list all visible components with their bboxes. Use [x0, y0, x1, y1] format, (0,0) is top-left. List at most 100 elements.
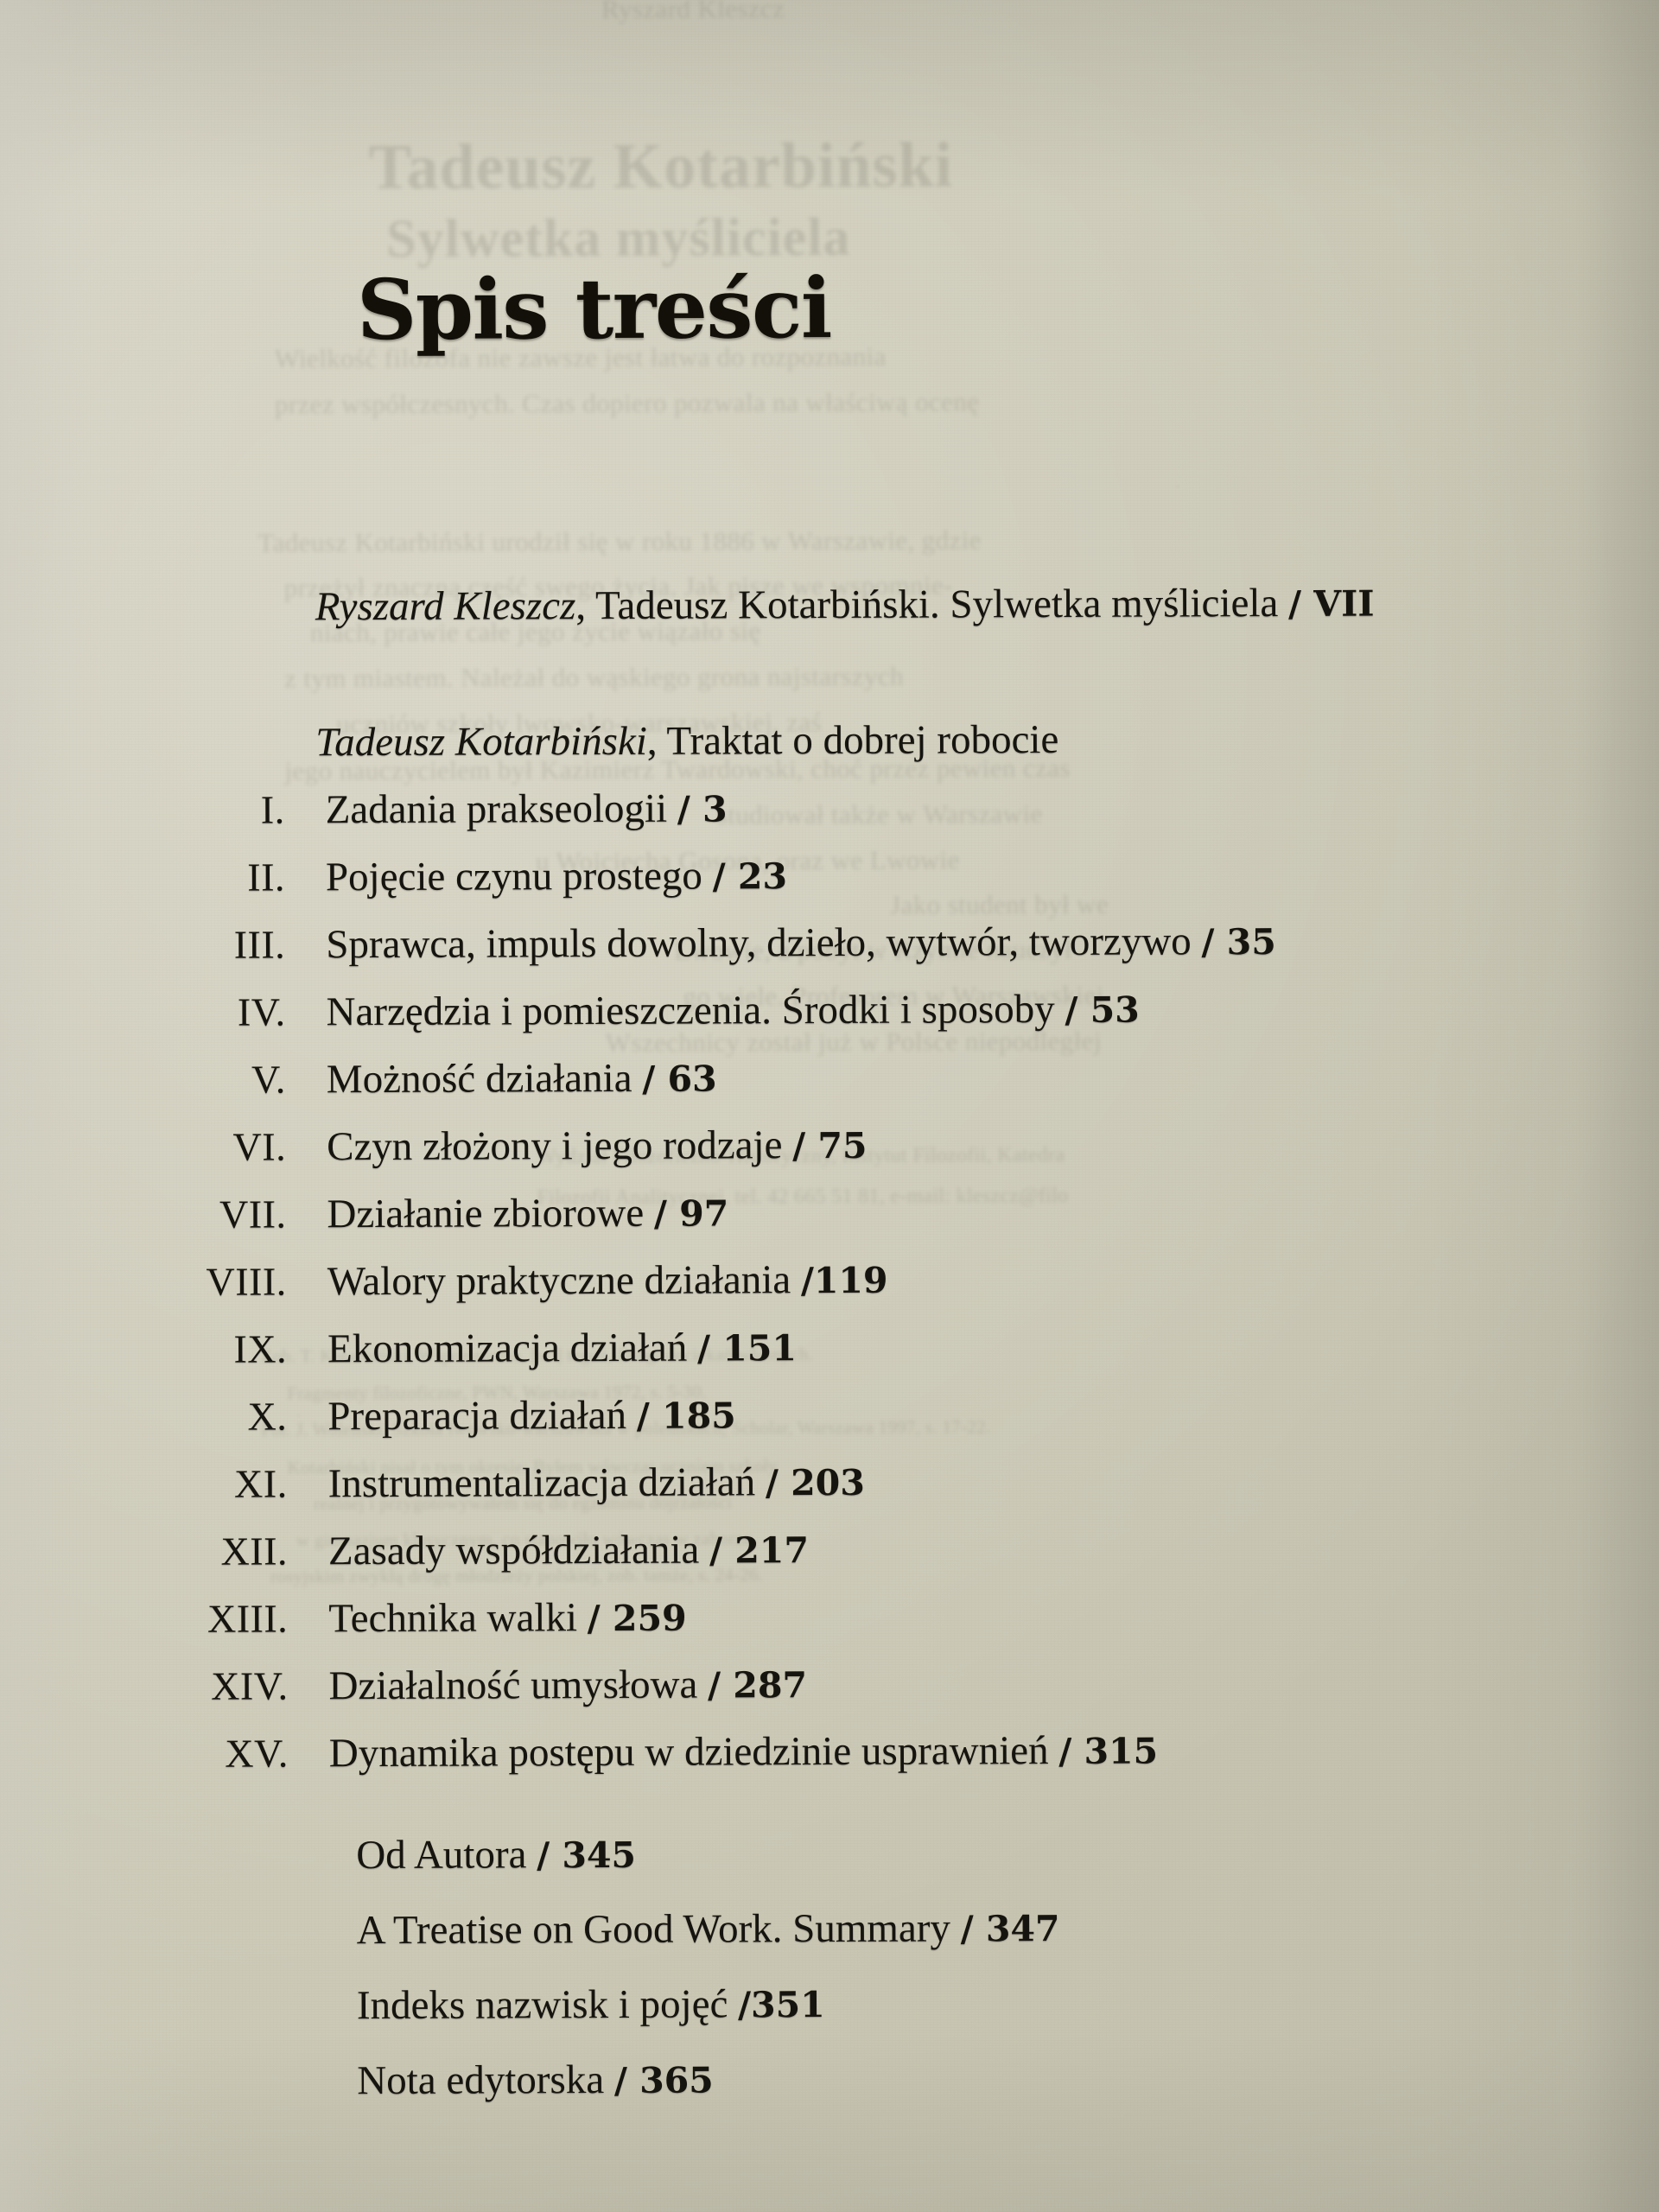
table-of-contents-row[interactable]: II. Pojęcie czynu prostego / 23: [0, 849, 1659, 922]
table-of-contents-row[interactable]: XIII. Technika walki / 259: [3, 1590, 1659, 1663]
chapter-page-number: 185: [662, 1395, 736, 1437]
chapter-number: VII.: [219, 1192, 287, 1236]
back-matter-row[interactable]: Od Autora / 345: [356, 1829, 1059, 1907]
chapter-title: Działanie zbiorowe: [327, 1190, 645, 1237]
chapter-title-and-page: Czyn złożony i jego rodzaje / 75: [327, 1122, 868, 1170]
chapter-number: X.: [247, 1394, 288, 1439]
chapter-gap: [632, 1056, 642, 1101]
table-of-contents-row[interactable]: IX. Ekonomizacja działań / 151: [2, 1320, 1659, 1394]
back-matter-gap: [604, 2057, 614, 2102]
chapter-number: IX.: [233, 1326, 288, 1371]
chapter-gap: [626, 1393, 637, 1438]
chapter-title-and-page: Instrumentalizacja działań / 203: [328, 1459, 865, 1507]
chapter-gap: [687, 1325, 697, 1370]
chapter-number: IV.: [237, 989, 286, 1034]
chapter-title-and-page: Zasady współdziałania / 217: [328, 1526, 809, 1574]
chapter-title: Walory praktyczne działania: [327, 1257, 791, 1305]
table-of-contents-row[interactable]: XI. Instrumentalizacja działań / 203: [3, 1455, 1659, 1529]
chapter-page-number: 35: [1226, 921, 1276, 963]
back-matter-list: Od Autora / 345 A Treatise on Good Work. …: [356, 1829, 1060, 2133]
chapter-page-separator: /: [792, 1125, 818, 1167]
chapter-page-number: 259: [612, 1597, 687, 1639]
back-matter-row[interactable]: A Treatise on Good Work. Summary / 347: [357, 1904, 1060, 1982]
table-of-contents-row[interactable]: VIII. Walory praktyczne działania /119: [2, 1253, 1659, 1326]
table-of-contents-row[interactable]: XII. Zasady współdziałania / 217: [3, 1522, 1659, 1596]
table-of-contents-row[interactable]: III. Sprawca, impuls dowolny, dzieło, wyt…: [0, 916, 1659, 989]
back-matter-page-separator: /: [613, 2059, 640, 2101]
chapter-title-and-page: Działalność umysłowa / 287: [328, 1661, 807, 1709]
chapter-number: II.: [247, 855, 286, 899]
chapter-page-separator: /: [587, 1597, 613, 1640]
chapter-page-separator: /: [636, 1395, 663, 1437]
chapter-number: III.: [233, 922, 286, 967]
back-matter-row[interactable]: Nota edytorska / 365: [357, 2055, 1060, 2133]
chapter-page-separator: /: [712, 855, 738, 898]
chapter-number: I.: [260, 787, 285, 832]
chapter-number: V.: [251, 1057, 286, 1102]
table-of-contents-row[interactable]: XIV. Działalność umysłowa / 287: [3, 1657, 1659, 1731]
chapter-title: Dynamika postępu w dziedzinie usprawnień: [328, 1728, 1049, 1777]
table-of-contents-row[interactable]: V. Możność działania / 63: [1, 1051, 1659, 1124]
chapter-page-number: 3: [702, 788, 728, 830]
table-of-contents-row[interactable]: I. Zadania prakseologii / 3: [0, 781, 1659, 855]
chapter-title-and-page: Preparacja działań / 185: [327, 1391, 736, 1440]
page-title: Spis treści: [356, 258, 832, 359]
table-of-contents-row[interactable]: IV. Narzędzia i pomieszczenia. Środki i s…: [0, 983, 1659, 1057]
chapter-page-separator: /: [696, 1327, 723, 1370]
back-matter-row[interactable]: Indeks nazwisk i pojęć /351: [357, 1980, 1060, 2057]
chapter-page-number: 75: [817, 1124, 868, 1167]
chapter-title-and-page: Walory praktyczne działania /119: [327, 1256, 888, 1305]
table-of-contents-row[interactable]: X. Preparacja działań / 185: [2, 1388, 1659, 1461]
back-matter-title: Od Autora: [356, 1832, 527, 1878]
front-matter-page: VII: [1313, 582, 1375, 625]
front-matter-title: Tadeusz Kotarbiński. Sylwetka myśliciela: [594, 581, 1279, 629]
chapter-page-separator: /: [653, 1192, 680, 1235]
table-of-contents-row[interactable]: VII. Działanie zbiorowe / 97: [1, 1185, 1659, 1259]
chapter-page-separator: /: [708, 1664, 734, 1707]
back-matter-page-number: 351: [751, 1984, 825, 2026]
chapter-number: XIII.: [207, 1596, 289, 1641]
chapter-title-and-page: Możność działania / 63: [327, 1055, 717, 1103]
chapter-number: XV.: [225, 1731, 289, 1776]
chapter-page-separator: /: [765, 1462, 791, 1504]
chapter-title: Preparacja działań: [327, 1392, 627, 1440]
back-matter-page-number: 365: [639, 2059, 714, 2101]
front-matter-author: Tadeusz Kotarbiński: [315, 718, 647, 766]
chapter-page-separator: /: [800, 1260, 815, 1302]
chapter-page-number: 97: [679, 1192, 729, 1235]
back-matter-page-separator: /: [738, 1984, 752, 2026]
front-matter-comma: ,: [575, 583, 596, 629]
chapter-page-number: 287: [733, 1664, 808, 1707]
chapter-page-separator: /: [677, 788, 703, 830]
chapter-gap: [1048, 1728, 1058, 1773]
front-matter-entry-kleszcz: Ryszard Kleszcz, Tadeusz Kotarbiński. Sy…: [315, 581, 1375, 630]
chapter-title: Zasady współdziałania: [327, 1527, 700, 1574]
chapter-title: Technika walki: [328, 1595, 578, 1642]
chapter-page-separator: /: [1058, 1730, 1084, 1772]
front-matter-spacer: [1278, 581, 1288, 626]
chapter-page-separator: /: [1065, 988, 1090, 1031]
chapter-gap: [755, 1459, 766, 1504]
chapter-page-number: 63: [667, 1058, 717, 1100]
chapter-page-number: 23: [737, 855, 788, 898]
chapter-title-and-page: Sprawca, impuls dowolny, dzieło, wytwór,…: [326, 918, 1276, 968]
chapter-gap: [577, 1595, 588, 1640]
table-of-contents-row[interactable]: VI. Czyn złożony i jego rodzaje / 75: [1, 1118, 1659, 1192]
front-matter-comma: ,: [646, 718, 667, 764]
chapter-title-and-page: Ekonomizacja działań / 151: [327, 1324, 797, 1372]
chapter-title-and-page: Działanie zbiorowe / 97: [327, 1189, 728, 1237]
chapter-title-and-page: Dynamika postępu w dziedzinie usprawnień…: [329, 1727, 1159, 1777]
front-matter-entry-kotarbinski: Tadeusz Kotarbiński, Traktat o dobrej ro…: [315, 717, 1058, 766]
chapter-number: XIV.: [211, 1663, 289, 1708]
chapter-page-separator: /: [1201, 921, 1227, 963]
chapter-gap: [791, 1257, 801, 1302]
chapter-page-separator: /: [709, 1529, 735, 1572]
chapter-gap: [1192, 918, 1202, 963]
chapter-page-number: 53: [1090, 988, 1140, 1031]
chapter-number: XII.: [220, 1529, 289, 1573]
back-matter-page-separator: /: [537, 1834, 563, 1877]
table-of-contents-row[interactable]: XV. Dynamika postępu w dziedzinie usprawn…: [3, 1725, 1659, 1798]
chapter-title: Czyn złożony i jego rodzaje: [327, 1122, 783, 1170]
